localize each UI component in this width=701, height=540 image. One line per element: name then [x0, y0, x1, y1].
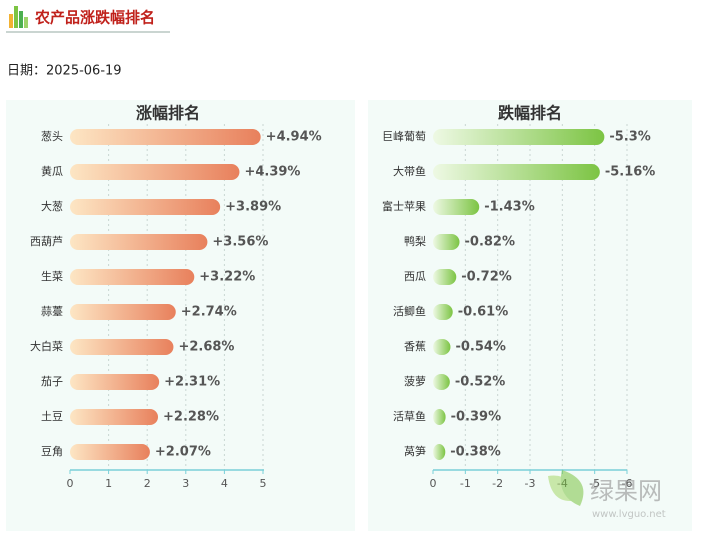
bar: [433, 444, 446, 460]
bar: [70, 374, 160, 390]
header-icon: [9, 6, 28, 28]
y-tick-label: 生菜: [41, 269, 63, 283]
x-tick-label: 4: [221, 477, 228, 490]
value-label: -5.16%: [605, 165, 656, 180]
y-tick-label: 蒜薹: [41, 304, 63, 318]
bar: [70, 339, 174, 355]
bar: [70, 234, 208, 250]
value-label: -0.38%: [450, 445, 501, 460]
y-tick-label: 大带鱼: [393, 164, 426, 178]
bar: [70, 409, 159, 425]
value-label: +4.94%: [266, 130, 322, 145]
y-tick-label: 茄子: [41, 374, 63, 388]
bar: [433, 339, 451, 355]
y-tick-label: 大葱: [41, 199, 63, 213]
bar: [433, 409, 446, 425]
bar: [433, 164, 600, 180]
y-tick-label: 鸭梨: [404, 234, 426, 248]
bar: [433, 199, 480, 215]
watermark: 绿果网 www.lvguo.net: [548, 470, 666, 520]
x-tick-label: 1: [105, 477, 112, 490]
value-label: +4.39%: [244, 165, 300, 180]
y-tick-label: 葱头: [41, 130, 63, 143]
y-tick-label: 巨峰葡萄: [382, 130, 426, 143]
y-tick-label: 黄瓜: [41, 164, 63, 178]
watermark-url: www.lvguo.net: [592, 509, 666, 520]
y-tick-label: 西葫芦: [30, 235, 63, 248]
x-tick-label: -3: [525, 477, 536, 490]
y-tick-label: 富士苹果: [382, 199, 426, 213]
value-label: +2.31%: [164, 375, 220, 390]
date: 日期：2025-06-19: [7, 64, 122, 79]
x-tick-label: -6: [622, 477, 633, 490]
x-tick-label: 2: [144, 477, 151, 490]
value-label: -0.39%: [451, 410, 502, 425]
y-tick-label: 大白菜: [30, 339, 63, 353]
value-label: +2.28%: [163, 410, 219, 425]
x-tick-label: -2: [492, 477, 503, 490]
y-tick-label: 活鲫鱼: [393, 304, 426, 318]
y-tick-label: 莴笋: [404, 444, 426, 458]
x-tick-label: -5: [589, 477, 600, 490]
watermark-name: 绿果网: [590, 477, 662, 505]
value-label: +3.22%: [199, 270, 255, 285]
value-label: -0.61%: [458, 305, 509, 320]
value-label: -0.82%: [465, 235, 515, 250]
bar: [70, 129, 261, 145]
y-tick-label: 活草鱼: [393, 409, 426, 423]
value-label: +2.68%: [178, 340, 234, 355]
y-tick-label: 豆角: [41, 445, 63, 458]
x-tick-label: -1: [460, 477, 471, 490]
bar: [433, 374, 450, 390]
page-title: 农产品涨跌幅排名: [34, 9, 155, 27]
bar: [70, 199, 221, 215]
bar: [433, 129, 605, 145]
x-tick-label: 5: [260, 477, 267, 490]
chart-title: 涨幅排名: [136, 104, 200, 123]
chart-title: 跌幅排名: [498, 104, 562, 123]
bar: [70, 304, 176, 320]
bar: [70, 269, 195, 285]
value-label: -0.72%: [461, 270, 512, 285]
x-tick-label: 3: [182, 477, 189, 490]
value-label: +3.89%: [225, 200, 281, 215]
charts: 涨幅排名 0 1 2 3 4 5 葱头 +4.94% 黄瓜 +4.39% 大葱 +3.89% 西葫芦 +3.…: [30, 104, 655, 491]
y-tick-label: 土豆: [41, 410, 63, 423]
bar: [70, 164, 240, 180]
bar: [70, 444, 150, 460]
value-label: -1.43%: [484, 200, 535, 215]
value-label: -0.52%: [455, 375, 506, 390]
bar: [433, 234, 460, 250]
bar: [433, 304, 453, 320]
x-tick-label: 0: [67, 477, 74, 490]
value-label: +3.56%: [212, 235, 268, 250]
value-label: +2.07%: [155, 445, 211, 460]
y-tick-label: 西瓜: [404, 270, 426, 283]
value-label: -5.3%: [609, 130, 650, 145]
value-label: -0.54%: [455, 340, 506, 355]
x-tick-label: 0: [430, 477, 437, 490]
bar: [433, 269, 457, 285]
y-tick-label: 菠萝: [404, 375, 426, 388]
value-label: +2.74%: [181, 305, 237, 320]
y-tick-label: 香蕉: [404, 340, 426, 353]
